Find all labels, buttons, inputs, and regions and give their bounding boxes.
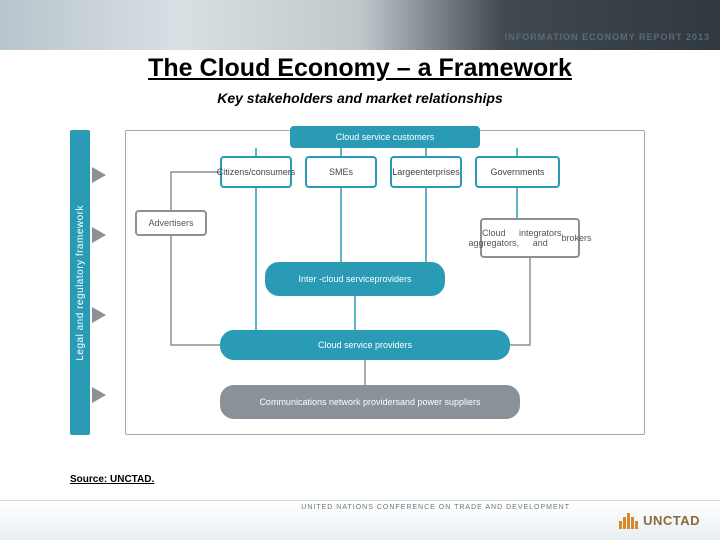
node-govts: Governments (475, 156, 560, 188)
node-smes: SMEs (305, 156, 377, 188)
node-aggregators: Cloud aggregators,integrators andbrokers (480, 218, 580, 258)
legal-regulatory-bar: Legal and regulatory framework (70, 130, 90, 435)
node-advertisers: Advertisers (135, 210, 207, 236)
unctad-logo: UNCTAD (619, 511, 700, 529)
unctad-logo-text: UNCTAD (643, 513, 700, 528)
node-comms: Communications network providersand powe… (220, 385, 520, 419)
framework-arrow-icon (92, 307, 106, 323)
source-citation: Source: UNCTAD. (70, 474, 154, 485)
node-csp: Cloud service providers (220, 330, 510, 360)
header-report-label: INFORMATION ECONOMY REPORT 2013 (505, 32, 710, 42)
page-subtitle: Key stakeholders and market relationship… (0, 90, 720, 106)
footer-org-line: UNITED NATIONS CONFERENCE ON TRADE AND D… (301, 504, 570, 511)
legal-regulatory-label: Legal and regulatory framework (75, 205, 86, 361)
framework-arrow-icon (92, 167, 106, 183)
footer: UNITED NATIONS CONFERENCE ON TRADE AND D… (0, 500, 720, 540)
framework-arrow-icon (92, 387, 106, 403)
node-citizens: Citizens/consumers (220, 156, 292, 188)
node-customers_header: Cloud service customers (290, 126, 480, 148)
diagram-nodes: Cloud service customersCitizens/consumer… (125, 130, 645, 435)
unctad-logo-icon (619, 511, 639, 529)
node-large: Largeenterprises (390, 156, 462, 188)
node-intercloud: Inter -cloud serviceproviders (265, 262, 445, 296)
page-title: The Cloud Economy – a Framework (0, 54, 720, 83)
header-background (0, 0, 720, 50)
diagram: Legal and regulatory framework Cloud ser… (70, 120, 650, 460)
framework-arrow-icon (92, 227, 106, 243)
